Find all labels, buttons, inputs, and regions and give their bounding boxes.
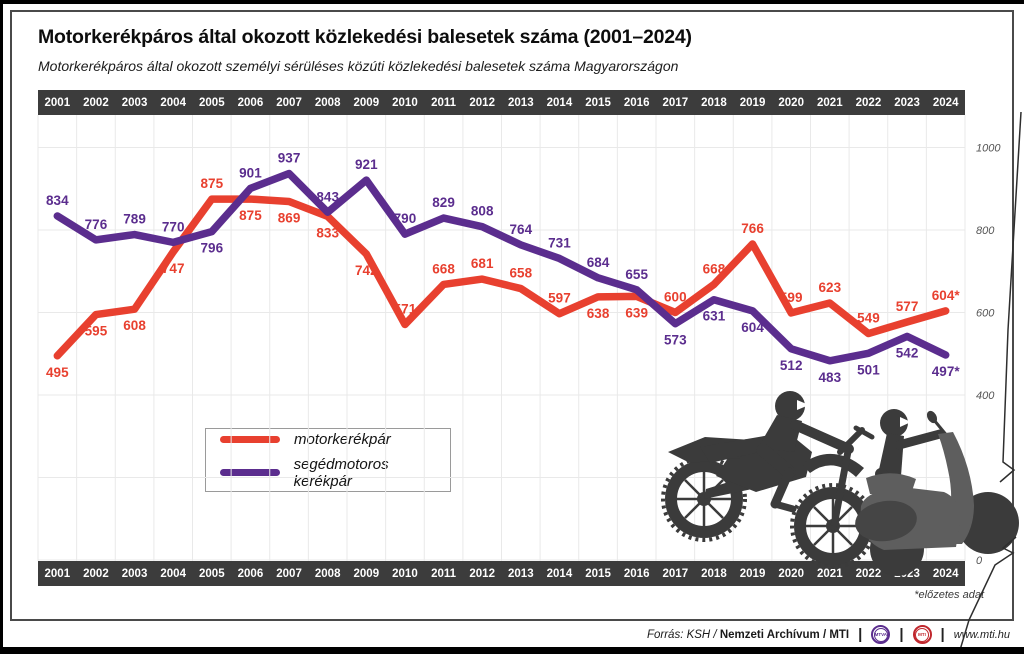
footer-separator: | xyxy=(899,626,904,643)
year-label: 2002 xyxy=(83,567,109,580)
year-label: 2017 xyxy=(662,96,689,109)
year-label: 2016 xyxy=(623,567,650,580)
legend-label: segédmotoros kerékpár xyxy=(293,455,389,490)
website-url: www.mti.hu xyxy=(953,628,1010,641)
year-label: 2003 xyxy=(121,567,148,580)
footer-separator: | xyxy=(940,626,945,643)
year-label: 2023 xyxy=(894,96,920,109)
chart-legend: motorkerékpár segédmotoros kerékpár xyxy=(205,428,451,492)
page-subtitle: Motorkerékpáros által okozott személyi s… xyxy=(38,58,679,74)
year-label: 2017 xyxy=(662,567,689,580)
year-label: 2013 xyxy=(508,96,534,109)
legend-label: motorkerékpár xyxy=(294,430,391,448)
preliminary-data-note: *előzetes adat xyxy=(914,589,984,601)
year-label: 2001 xyxy=(44,567,71,580)
year-label: 2014 xyxy=(546,567,573,580)
source-suffix: / MTI xyxy=(822,628,850,641)
year-label: 2009 xyxy=(353,567,380,580)
legend-swatch xyxy=(220,469,280,476)
year-label: 2004 xyxy=(160,567,186,580)
year-label: 2023 xyxy=(894,567,920,580)
year-label: 2004 xyxy=(160,96,186,109)
footer-bar: Forrás: KSH / Nemzeti Archívum / MTI | M… xyxy=(0,622,1010,647)
year-label: 2007 xyxy=(276,96,302,109)
year-label: 2006 xyxy=(237,96,264,109)
year-label: 2010 xyxy=(392,567,418,580)
year-label: 2020 xyxy=(778,567,804,580)
legend-item: motorkerékpár xyxy=(220,431,450,448)
legend-swatch xyxy=(220,435,280,443)
year-label: 2019 xyxy=(739,96,766,109)
year-label: 2019 xyxy=(739,567,766,580)
year-label: 2015 xyxy=(585,96,611,109)
year-label: 2007 xyxy=(276,567,302,580)
year-label: 2008 xyxy=(314,96,341,109)
year-label: 2013 xyxy=(508,567,534,580)
year-label: 2010 xyxy=(392,96,418,109)
page-title: Motorkerékpáros által okozott közlekedés… xyxy=(38,26,692,48)
mtva-logo-icon: MTVA xyxy=(871,625,891,644)
year-label: 2015 xyxy=(585,567,611,580)
year-label: 2005 xyxy=(199,96,225,109)
year-label: 2024 xyxy=(932,96,959,109)
year-label: 2020 xyxy=(778,96,804,109)
year-label: 2012 xyxy=(469,567,495,580)
page-edge-top xyxy=(0,0,1024,4)
source-bold: Nemzeti Archívum xyxy=(719,628,820,641)
year-label: 2009 xyxy=(353,96,380,109)
year-label: 2018 xyxy=(701,567,727,580)
year-label: 2012 xyxy=(469,96,495,109)
footer-separator: | xyxy=(858,626,863,643)
bottom-year-axis: 2001 2002 2003 2004 2005 2006 2007 2008 2009 2010… xyxy=(38,561,965,586)
year-label: 2011 xyxy=(431,567,457,580)
source-text: Forrás: KSH / Nemzeti Archívum / MTI xyxy=(647,629,849,641)
top-year-axis: 2001 2002 2003 2004 2005 2006 2007 2008 2009 2010… xyxy=(38,90,965,115)
year-label: 2014 xyxy=(546,96,573,109)
year-label: 2011 xyxy=(431,96,457,109)
year-label: 2022 xyxy=(855,96,882,109)
year-label: 2003 xyxy=(121,96,148,109)
year-label: 2006 xyxy=(237,567,264,580)
page-edge-bottom xyxy=(0,647,1024,654)
year-label: 2008 xyxy=(314,567,341,580)
year-label: 2005 xyxy=(199,567,225,580)
mti-logo-icon: MTI xyxy=(912,625,932,644)
year-label: 2001 xyxy=(44,96,71,109)
year-label: 2024 xyxy=(932,567,959,580)
year-label: 2022 xyxy=(855,567,882,580)
year-label: 2018 xyxy=(701,96,727,109)
source-prefix: Forrás: KSH / xyxy=(646,628,717,641)
year-label: 2002 xyxy=(83,96,109,109)
year-label: 2021 xyxy=(817,96,843,109)
legend-item: segédmotoros kerékpár xyxy=(220,456,450,490)
page-edge-left xyxy=(0,0,3,654)
year-label: 2021 xyxy=(817,567,843,580)
year-label: 2016 xyxy=(623,96,650,109)
